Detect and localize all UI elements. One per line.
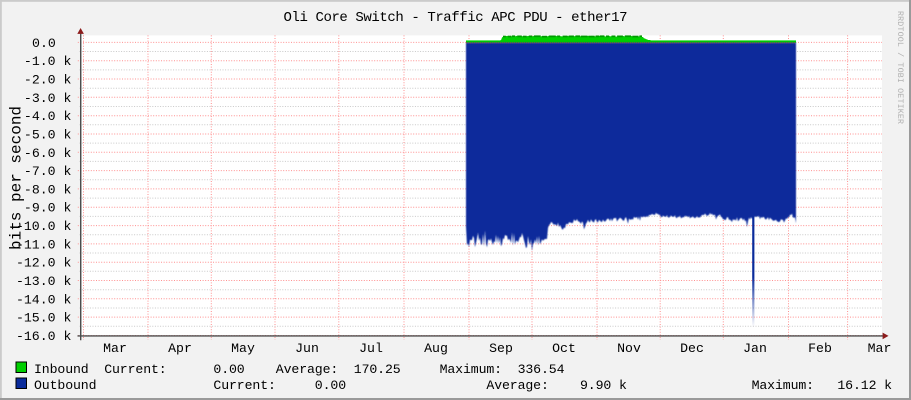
svg-text:Sep: Sep (489, 341, 513, 356)
svg-text:-11.0 k: -11.0 k (16, 237, 71, 252)
svg-text:-7.0 k: -7.0 k (24, 164, 72, 179)
svg-text:-2.0 k: -2.0 k (24, 73, 72, 88)
svg-text:Jun: Jun (295, 341, 319, 356)
svg-text:-6.0 k: -6.0 k (24, 146, 72, 161)
svg-text:-10.0 k: -10.0 k (16, 219, 71, 234)
svg-text:Jan: Jan (743, 341, 767, 356)
svg-text:Mar: Mar (868, 341, 892, 356)
svg-text:Oli Core Switch - Traffic APC: Oli Core Switch - Traffic APC PDU - ethe… (284, 10, 628, 26)
svg-text:Nov: Nov (617, 341, 641, 356)
svg-text:Feb: Feb (808, 341, 832, 356)
svg-text:Mar: Mar (103, 341, 127, 356)
svg-text:May: May (231, 341, 255, 356)
svg-text:-8.0 k: -8.0 k (24, 182, 72, 197)
svg-text:0.0: 0.0 (32, 36, 56, 51)
svg-text:-15.0 k: -15.0 k (16, 311, 71, 326)
svg-text:-1.0 k: -1.0 k (24, 54, 72, 69)
svg-text:-4.0 k: -4.0 k (24, 109, 72, 124)
svg-text:-16.0 k: -16.0 k (16, 329, 71, 344)
svg-text:Outbound Current: Outbound Current: 0.00 Average: 9.90 k M… (34, 378, 892, 393)
svg-text:Dec: Dec (680, 341, 704, 356)
svg-text:-3.0 k: -3.0 k (24, 91, 72, 106)
svg-text:Oct: Oct (552, 341, 576, 356)
svg-text:-14.0 k: -14.0 k (16, 292, 71, 307)
svg-text:-12.0 k: -12.0 k (16, 256, 71, 271)
svg-text:RRDTOOL / TOBI OETIKER: RRDTOOL / TOBI OETIKER (895, 11, 905, 124)
svg-text:Inbound Current: 0.00: Inbound Current: 0.00 Average: 170.25 Ma… (34, 362, 565, 377)
svg-text:-5.0 k: -5.0 k (24, 128, 72, 143)
svg-text:-9.0 k: -9.0 k (24, 201, 72, 216)
svg-text:Jul: Jul (359, 341, 383, 356)
svg-text:bits per second: bits per second (8, 106, 26, 250)
svg-text:Apr: Apr (168, 341, 192, 356)
svg-text:Aug: Aug (424, 341, 448, 356)
svg-text:-13.0 k: -13.0 k (16, 274, 71, 289)
